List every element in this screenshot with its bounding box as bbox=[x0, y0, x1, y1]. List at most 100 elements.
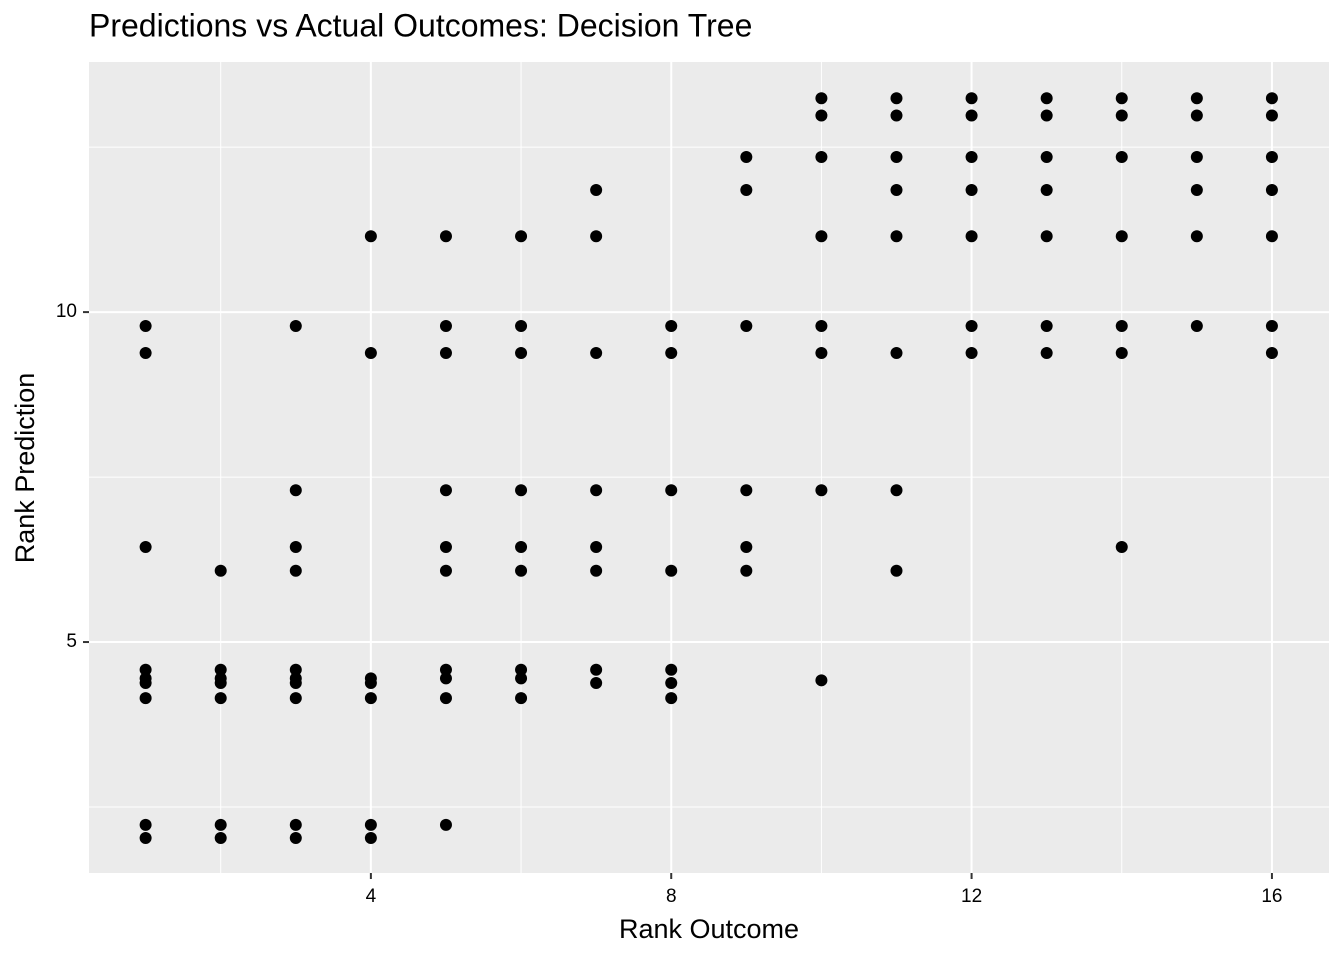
point bbox=[1190, 319, 1203, 332]
point bbox=[139, 676, 152, 689]
point bbox=[289, 541, 302, 554]
point bbox=[665, 663, 678, 676]
x-tick-label: 8 bbox=[666, 886, 677, 907]
point bbox=[815, 484, 828, 497]
point bbox=[890, 184, 903, 197]
point bbox=[1265, 347, 1278, 360]
point bbox=[1265, 230, 1278, 243]
point bbox=[214, 832, 227, 845]
point bbox=[590, 663, 603, 676]
point bbox=[439, 541, 452, 554]
y-tick-label: 5 bbox=[66, 631, 77, 652]
grid bbox=[89, 62, 1329, 873]
point bbox=[965, 230, 978, 243]
point bbox=[965, 109, 978, 122]
point bbox=[139, 347, 152, 360]
point bbox=[515, 663, 528, 676]
point bbox=[665, 484, 678, 497]
point bbox=[439, 564, 452, 577]
point bbox=[1190, 92, 1203, 105]
point bbox=[665, 564, 678, 577]
point bbox=[1265, 184, 1278, 197]
point bbox=[515, 347, 528, 360]
point bbox=[1190, 184, 1203, 197]
point bbox=[364, 818, 377, 831]
point bbox=[740, 184, 753, 197]
point bbox=[1115, 347, 1128, 360]
point bbox=[965, 319, 978, 332]
point bbox=[815, 92, 828, 105]
point bbox=[1265, 92, 1278, 105]
y-tick-label: 10 bbox=[56, 301, 77, 322]
point bbox=[890, 564, 903, 577]
point bbox=[515, 692, 528, 705]
point bbox=[439, 672, 452, 685]
point bbox=[590, 541, 603, 554]
point bbox=[439, 484, 452, 497]
point bbox=[1115, 109, 1128, 122]
point bbox=[740, 151, 753, 164]
point bbox=[590, 184, 603, 197]
point bbox=[1265, 151, 1278, 164]
point bbox=[214, 676, 227, 689]
point bbox=[965, 151, 978, 164]
point bbox=[1190, 151, 1203, 164]
point bbox=[1265, 109, 1278, 122]
point bbox=[665, 676, 678, 689]
point bbox=[815, 319, 828, 332]
point bbox=[289, 564, 302, 577]
point bbox=[1265, 319, 1278, 332]
point bbox=[439, 230, 452, 243]
y-axis-title: Rank Prediction bbox=[10, 373, 40, 564]
point bbox=[515, 230, 528, 243]
point bbox=[1040, 319, 1053, 332]
point bbox=[1115, 319, 1128, 332]
point bbox=[965, 347, 978, 360]
point bbox=[890, 347, 903, 360]
point bbox=[289, 818, 302, 831]
point bbox=[1040, 184, 1053, 197]
point bbox=[740, 484, 753, 497]
point bbox=[890, 92, 903, 105]
point bbox=[965, 184, 978, 197]
point bbox=[1115, 92, 1128, 105]
point bbox=[890, 151, 903, 164]
point bbox=[515, 484, 528, 497]
point bbox=[815, 674, 828, 687]
point bbox=[289, 832, 302, 845]
point bbox=[1040, 109, 1053, 122]
point bbox=[289, 692, 302, 705]
point bbox=[590, 676, 603, 689]
point bbox=[364, 347, 377, 360]
point bbox=[289, 484, 302, 497]
point bbox=[289, 319, 302, 332]
point bbox=[815, 109, 828, 122]
point bbox=[515, 672, 528, 685]
point bbox=[364, 692, 377, 705]
point bbox=[364, 230, 377, 243]
point bbox=[815, 230, 828, 243]
point bbox=[139, 818, 152, 831]
point bbox=[740, 541, 753, 554]
point bbox=[214, 692, 227, 705]
point bbox=[139, 832, 152, 845]
point bbox=[1190, 109, 1203, 122]
point bbox=[515, 564, 528, 577]
point bbox=[1040, 230, 1053, 243]
point bbox=[740, 564, 753, 577]
point bbox=[439, 347, 452, 360]
point bbox=[1115, 541, 1128, 554]
point bbox=[439, 818, 452, 831]
point bbox=[139, 319, 152, 332]
x-tick-label: 4 bbox=[366, 886, 377, 907]
x-tick-label: 16 bbox=[1261, 886, 1282, 907]
point bbox=[890, 109, 903, 122]
point bbox=[439, 319, 452, 332]
x-tick-label: 12 bbox=[961, 886, 982, 907]
point bbox=[665, 319, 678, 332]
chart-title: Predictions vs Actual Outcomes: Decision… bbox=[89, 7, 752, 43]
point bbox=[439, 692, 452, 705]
point bbox=[139, 692, 152, 705]
point bbox=[214, 564, 227, 577]
point bbox=[139, 541, 152, 554]
